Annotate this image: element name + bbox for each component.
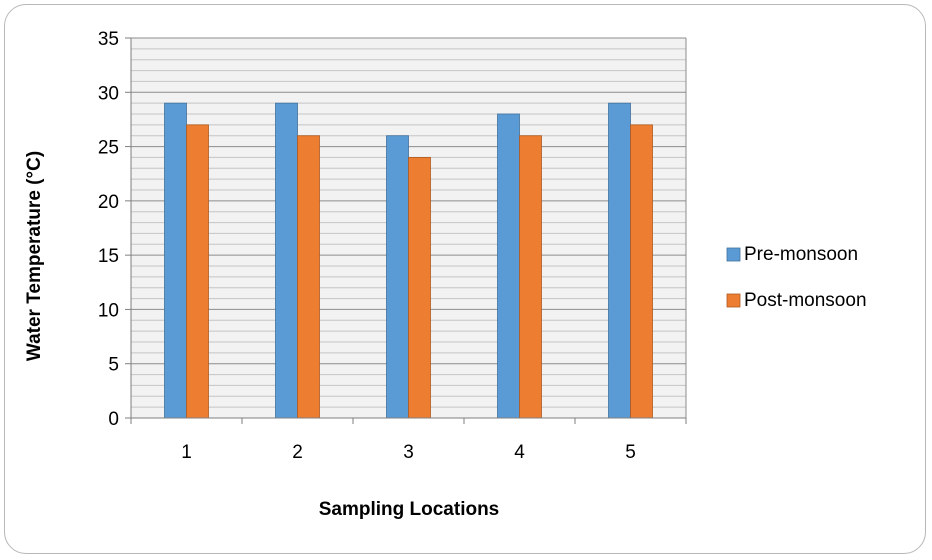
bar-pre-monsoon-5: [608, 102, 631, 419]
legend-label-post-monsoon: Post-monsoon: [744, 290, 867, 311]
x-axis-title: Sampling Locations: [319, 499, 500, 520]
bar-pre-monsoon-3: [386, 135, 409, 419]
y-tick-label: 15: [98, 246, 119, 267]
legend: Pre-monsoon Post-monsoon: [726, 244, 867, 311]
bar-pre-monsoon-4: [497, 113, 520, 419]
y-tick-label: 30: [98, 83, 119, 104]
y-tick-label: 5: [108, 355, 119, 376]
y-tick-label: 20: [98, 192, 119, 213]
y-tick-label: 10: [98, 300, 119, 321]
legend-swatch-pre-monsoon: [726, 247, 741, 262]
y-tick-label: 35: [98, 29, 119, 50]
x-tick-label: 2: [292, 442, 303, 463]
y-tick-label: 25: [98, 138, 119, 159]
bar-pre-monsoon-1: [164, 102, 187, 419]
bar-post-monsoon-2: [297, 135, 320, 419]
bar-post-monsoon-3: [408, 157, 431, 419]
x-tick-labels: 1 2 3 4 5: [181, 442, 636, 463]
axes: [125, 37, 687, 424]
x-tick-label: 3: [403, 442, 414, 463]
bar-pre-monsoon-2: [275, 102, 298, 419]
legend-label-pre-monsoon: Pre-monsoon: [744, 244, 858, 265]
bar-post-monsoon-1: [186, 124, 209, 419]
y-axis-title: Water Temperature (°C): [24, 151, 45, 361]
y-tick-labels: 0 5 10 15 20 25 30 35: [98, 29, 119, 430]
x-tick-label: 1: [181, 442, 192, 463]
bar-post-monsoon-4: [519, 135, 542, 419]
x-tick-label: 5: [625, 442, 636, 463]
bars: [164, 102, 653, 419]
bar-post-monsoon-5: [630, 124, 653, 419]
x-tick-label: 4: [514, 442, 525, 463]
legend-swatch-post-monsoon: [726, 293, 741, 308]
y-tick-label: 0: [108, 409, 119, 430]
